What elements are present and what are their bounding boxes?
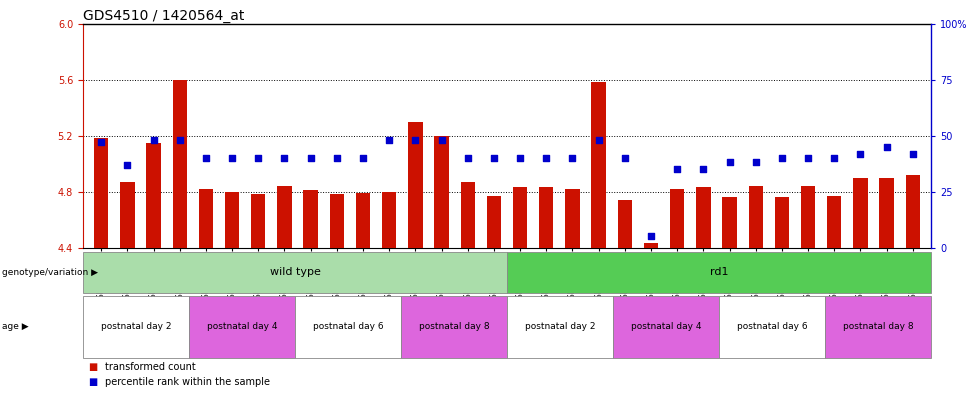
- Point: [146, 137, 162, 143]
- Point: [538, 155, 554, 161]
- Bar: [83, 252, 507, 293]
- Bar: [853, 178, 868, 248]
- Point: [512, 155, 527, 161]
- Text: ■: ■: [88, 377, 97, 387]
- Text: age ▶: age ▶: [2, 322, 28, 331]
- Text: rd1: rd1: [710, 267, 728, 277]
- Point: [434, 137, 449, 143]
- Bar: [199, 189, 214, 248]
- Bar: [460, 182, 475, 248]
- Bar: [225, 192, 239, 248]
- Text: postnatal day 2: postnatal day 2: [100, 322, 172, 331]
- Bar: [720, 296, 825, 358]
- Point: [695, 166, 711, 173]
- Text: percentile rank within the sample: percentile rank within the sample: [105, 377, 270, 387]
- Bar: [696, 187, 711, 248]
- Point: [94, 139, 109, 145]
- Bar: [277, 186, 292, 248]
- Point: [487, 155, 502, 161]
- Bar: [294, 296, 401, 358]
- Point: [852, 151, 869, 157]
- Bar: [382, 192, 397, 248]
- Text: transformed count: transformed count: [105, 362, 196, 373]
- Point: [748, 159, 763, 165]
- Text: GDS4510 / 1420564_at: GDS4510 / 1420564_at: [83, 9, 245, 22]
- Point: [381, 137, 397, 143]
- Point: [251, 155, 266, 161]
- Point: [565, 155, 580, 161]
- Text: postnatal day 2: postnatal day 2: [525, 322, 596, 331]
- Point: [460, 155, 476, 161]
- Point: [198, 155, 214, 161]
- Bar: [879, 178, 894, 248]
- Text: wild type: wild type: [269, 267, 321, 277]
- Bar: [613, 296, 720, 358]
- Bar: [94, 138, 108, 248]
- Bar: [434, 136, 448, 248]
- Bar: [906, 175, 920, 248]
- Bar: [592, 83, 605, 248]
- Bar: [800, 186, 815, 248]
- Bar: [775, 197, 789, 248]
- Bar: [507, 296, 613, 358]
- Text: postnatal day 4: postnatal day 4: [207, 322, 277, 331]
- Bar: [670, 189, 684, 248]
- Bar: [487, 196, 501, 248]
- Point: [827, 155, 842, 161]
- Bar: [146, 143, 161, 248]
- Point: [355, 155, 370, 161]
- Bar: [252, 195, 265, 248]
- Bar: [513, 187, 527, 248]
- Text: genotype/variation ▶: genotype/variation ▶: [2, 268, 98, 277]
- Bar: [356, 193, 370, 248]
- Point: [120, 162, 136, 168]
- Bar: [303, 190, 318, 248]
- Point: [329, 155, 344, 161]
- Bar: [189, 296, 294, 358]
- Point: [905, 151, 920, 157]
- Bar: [120, 182, 135, 248]
- Point: [617, 155, 633, 161]
- Point: [408, 137, 423, 143]
- Bar: [825, 296, 931, 358]
- Point: [670, 166, 685, 173]
- Point: [774, 155, 790, 161]
- Bar: [330, 195, 344, 248]
- Text: postnatal day 4: postnatal day 4: [631, 322, 701, 331]
- Bar: [722, 197, 737, 248]
- Point: [800, 155, 816, 161]
- Text: postnatal day 8: postnatal day 8: [418, 322, 489, 331]
- Bar: [539, 187, 554, 248]
- Bar: [83, 296, 189, 358]
- Point: [172, 137, 187, 143]
- Text: postnatal day 6: postnatal day 6: [737, 322, 807, 331]
- Point: [722, 159, 737, 165]
- Point: [224, 155, 240, 161]
- Point: [277, 155, 292, 161]
- Text: postnatal day 6: postnatal day 6: [313, 322, 383, 331]
- Bar: [409, 121, 422, 248]
- Text: ■: ■: [88, 362, 97, 373]
- Point: [644, 233, 659, 240]
- Bar: [566, 189, 580, 248]
- Point: [591, 137, 606, 143]
- Point: [303, 155, 319, 161]
- Bar: [173, 80, 187, 248]
- Bar: [507, 252, 931, 293]
- Bar: [617, 200, 632, 248]
- Bar: [401, 296, 507, 358]
- Bar: [749, 186, 762, 248]
- Bar: [644, 243, 658, 248]
- Bar: [827, 196, 841, 248]
- Text: postnatal day 8: postnatal day 8: [842, 322, 914, 331]
- Point: [878, 144, 894, 150]
